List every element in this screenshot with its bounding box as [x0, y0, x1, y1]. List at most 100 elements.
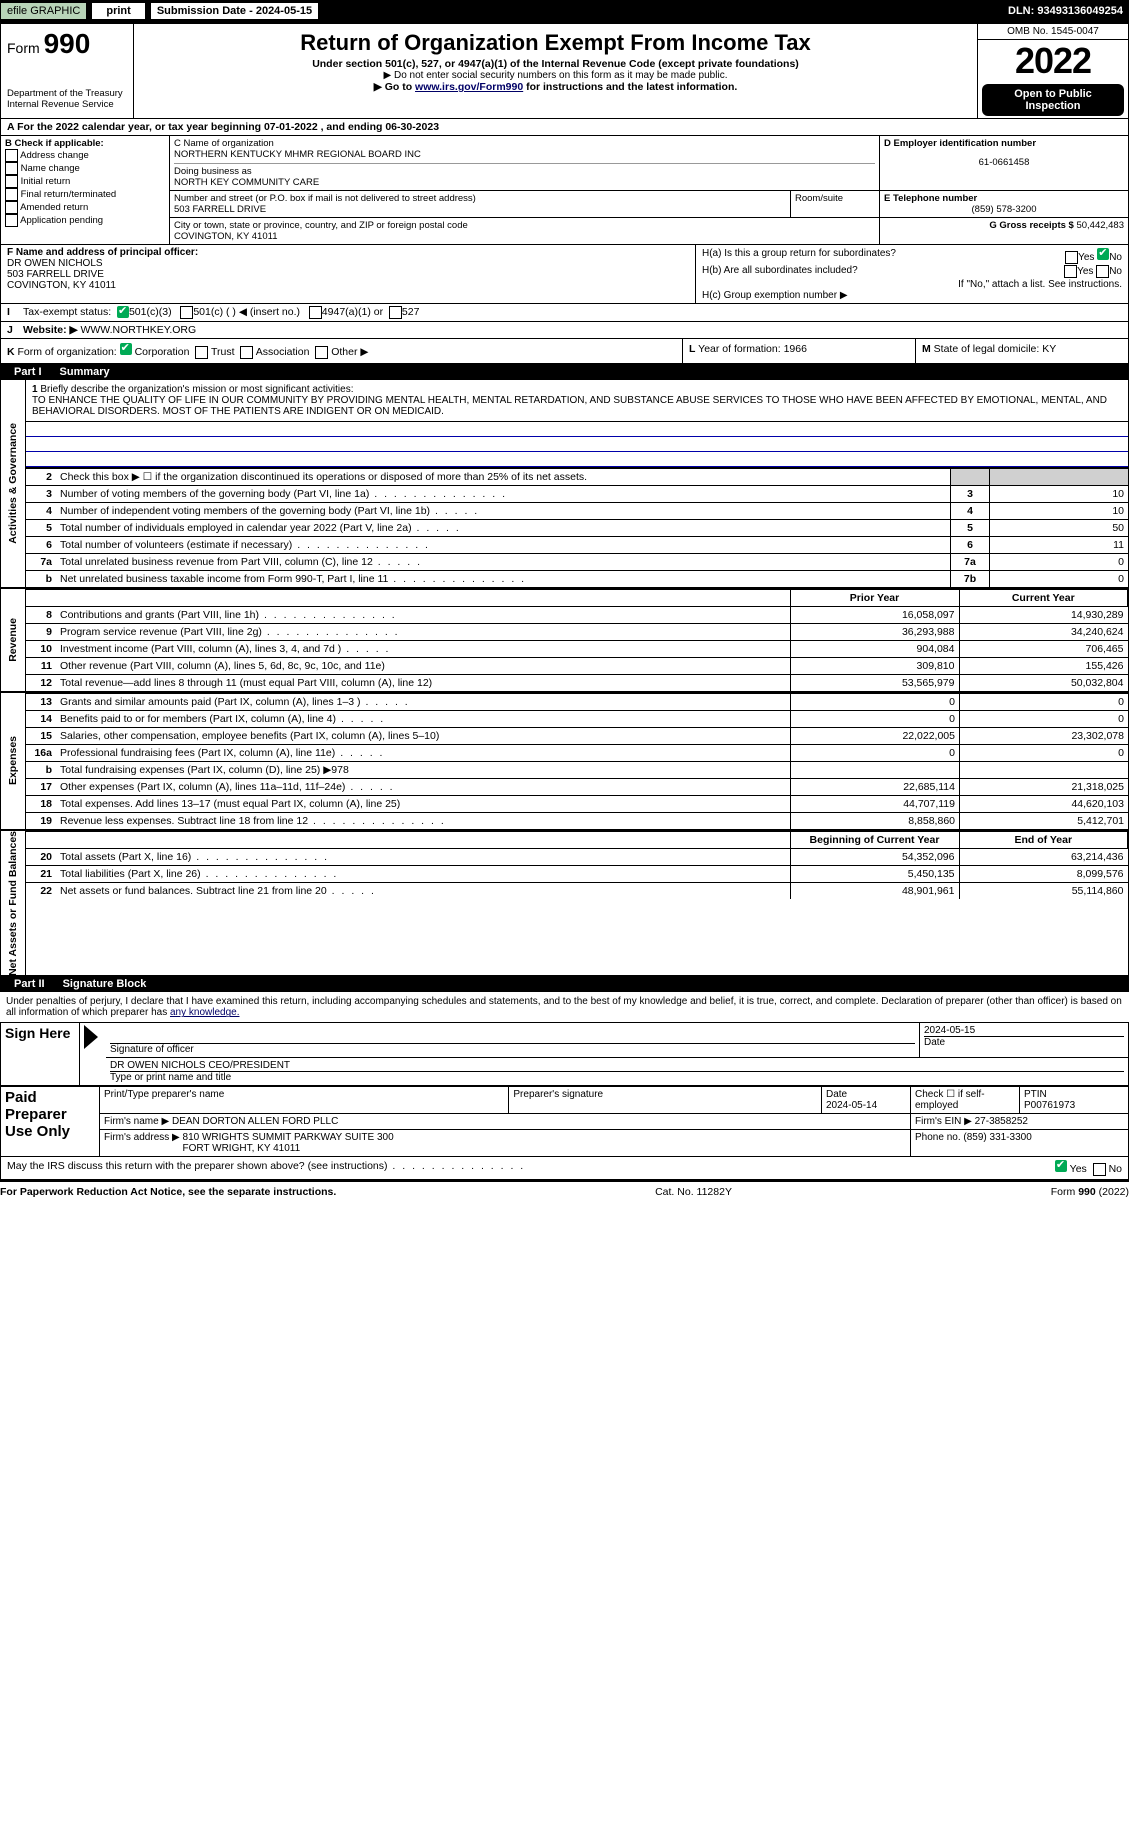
side-net-text: Net Assets or Fund Balances [7, 831, 19, 976]
chk-name-change[interactable] [5, 162, 18, 175]
mission-block: 1 Briefly describe the organization's mi… [26, 380, 1128, 422]
ha-yes-chk[interactable] [1065, 251, 1078, 264]
firm-addr: 810 WRIGHTS SUMMIT PARKWAY SUITE 300 FOR… [183, 1132, 394, 1154]
hb-note: If "No," attach a list. See instructions… [702, 279, 1122, 290]
chk-trust[interactable] [195, 346, 208, 359]
org-name: NORTHERN KENTUCKY MHMR REGIONAL BOARD IN… [174, 149, 875, 160]
opt-other: Other ▶ [331, 346, 368, 358]
row-m-lbl: M [922, 343, 931, 355]
room-cell: Room/suite [791, 191, 880, 217]
part1-box: Activities & Governance 1 Briefly descri… [0, 380, 1129, 977]
side-expenses: Expenses [1, 693, 26, 829]
submission-date: Submission Date - 2024-05-15 [150, 2, 319, 20]
form-number: 990 [44, 28, 91, 59]
chk-final-return[interactable] [5, 188, 18, 201]
chk-4947[interactable] [309, 306, 322, 319]
chk-corporation[interactable] [120, 343, 132, 355]
table-row: 11Other revenue (Part VIII, column (A), … [26, 657, 1128, 674]
row-l-lbl: L [689, 343, 695, 355]
decl-link[interactable]: any knowledge. [170, 1007, 240, 1018]
row-j: J Website: ▶ WWW.NORTHKEY.ORG [0, 322, 1129, 339]
q2-text: Check this box ▶ ☐ if the organization d… [56, 468, 951, 485]
chk-address-change[interactable] [5, 149, 18, 162]
chk-application-pending[interactable] [5, 214, 18, 227]
irs-link[interactable]: www.irs.gov/Form990 [415, 81, 523, 93]
chk-527[interactable] [389, 306, 402, 319]
ein-label: D Employer identification number [884, 138, 1124, 149]
firm-addr-label: Firm's address ▶ [104, 1132, 180, 1143]
website-value: WWW.NORTHKEY.ORG [80, 324, 196, 336]
phone-label: E Telephone number [884, 193, 1124, 204]
signature-label: Signature of officer [110, 1043, 915, 1055]
chk-501c[interactable] [180, 306, 193, 319]
hb-yes-chk[interactable] [1064, 265, 1077, 278]
page-footer: For Paperwork Reduction Act Notice, see … [0, 1180, 1129, 1202]
dba-name: NORTH KEY COMMUNITY CARE [174, 177, 875, 188]
table-row: 21Total liabilities (Part X, line 26)5,4… [26, 865, 1128, 882]
part1-label: Part I [6, 366, 50, 378]
ein-cell: D Employer identification number 61-0661… [879, 136, 1128, 190]
hb-yes: Yes [1077, 266, 1093, 277]
revenue-section: Revenue Prior YearCurrent Year 8Contribu… [1, 587, 1128, 691]
row-i-lbl: I [7, 306, 23, 319]
opt-501c: 501(c) ( ) ◀ (insert no.) [193, 306, 300, 319]
row-j-lbl: J [7, 324, 23, 336]
part2-title: Signature Block [63, 978, 147, 990]
hb-no-chk[interactable] [1096, 265, 1109, 278]
subtitle-2: ▶ Do not enter social security numbers o… [140, 70, 971, 81]
officer-label: F Name and address of principal officer: [7, 247, 198, 258]
col-b-checkboxes: B Check if applicable: Address change Na… [1, 136, 170, 244]
opt-501c3: 501(c)(3) [129, 306, 172, 319]
bcy-hdr: Beginning of Current Year [790, 831, 959, 848]
chk-501c3[interactable] [117, 306, 129, 318]
part1-header: Part I Summary [0, 364, 1129, 380]
side-expenses-text: Expenses [7, 736, 19, 785]
table-row: 12Total revenue—add lines 8 through 11 (… [26, 674, 1128, 691]
row-klm: K Form of organization: Corporation Trus… [0, 339, 1129, 364]
chk-other[interactable] [315, 346, 328, 359]
irs-no-chk[interactable] [1093, 1163, 1106, 1176]
subtitle-1: Under section 501(c), 527, or 4947(a)(1)… [140, 58, 971, 70]
col-l: L Year of formation: 1966 [683, 339, 916, 363]
dln-label: DLN: 93493136049254 [1002, 3, 1129, 19]
col-k: K Form of organization: Corporation Trus… [1, 339, 683, 363]
open-to-public: Open to Public Inspection [982, 84, 1124, 116]
net-assets-section: Net Assets or Fund Balances Beginning of… [1, 829, 1128, 976]
form-number-box: Form 990 Department of the Treasury Inte… [1, 24, 134, 118]
sign-date: 2024-05-15 [924, 1025, 1124, 1036]
form-title: Return of Organization Exempt From Incom… [140, 30, 971, 56]
officer-name: DR OWEN NICHOLS [7, 258, 689, 269]
irs-discuss-row: May the IRS discuss this return with the… [0, 1157, 1129, 1180]
table-row: 5Total number of individuals employed in… [26, 519, 1128, 536]
col-c: C Name of organization NORTHERN KENTUCKY… [170, 136, 1128, 244]
top-bar: efile GRAPHIC print Submission Date - 20… [0, 0, 1129, 22]
ha-yes: Yes [1078, 252, 1094, 263]
ha-no-chk[interactable] [1097, 248, 1109, 260]
row-i-text: Tax-exempt status: [23, 306, 111, 319]
part2-header: Part II Signature Block [0, 976, 1129, 992]
table-row: 9Program service revenue (Part VIII, lin… [26, 623, 1128, 640]
gross-label: G Gross receipts $ [989, 220, 1073, 231]
paid-preparer-label: Paid Preparer Use Only [1, 1087, 100, 1157]
print-button[interactable]: print [91, 2, 145, 20]
irs-yes-chk[interactable] [1055, 1160, 1067, 1172]
table-row: 4Number of independent voting members of… [26, 502, 1128, 519]
row-m-text: State of legal domicile: KY [934, 343, 1057, 355]
table-row: 3Number of voting members of the governi… [26, 485, 1128, 502]
col-f: F Name and address of principal officer:… [1, 245, 696, 303]
ha-no: No [1109, 252, 1122, 263]
chk-amended[interactable] [5, 201, 18, 214]
table-row: 19Revenue less expenses. Subtract line 1… [26, 812, 1128, 829]
chk-association[interactable] [240, 346, 253, 359]
opt-assoc: Association [256, 346, 310, 358]
opt-4947: 4947(a)(1) or [322, 306, 383, 319]
expenses-section: Expenses 13Grants and similar amounts pa… [1, 691, 1128, 829]
side-activities-text: Activities & Governance [7, 423, 19, 544]
chk-initial-return[interactable] [5, 175, 18, 188]
current-year-hdr: Current Year [959, 589, 1128, 606]
form-label: Form [7, 40, 40, 56]
officer-print-name: DR OWEN NICHOLS CEO/PRESIDENT [110, 1060, 1124, 1071]
table-row: 14Benefits paid to or for members (Part … [26, 710, 1128, 727]
governance-table: 2 Check this box ▶ ☐ if the organization… [26, 468, 1128, 587]
table-row: 10Investment income (Part VIII, column (… [26, 640, 1128, 657]
